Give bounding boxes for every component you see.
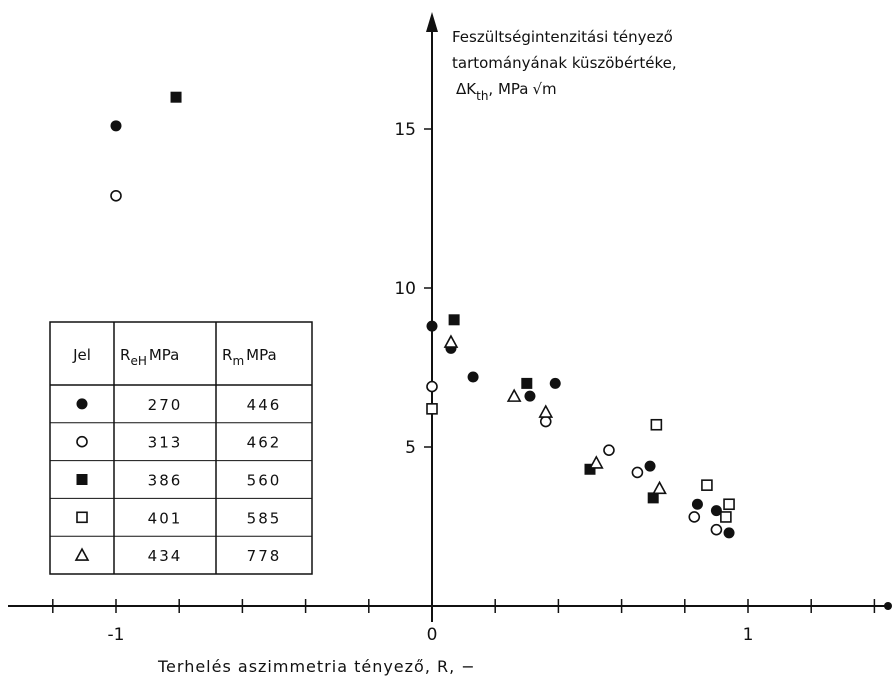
point-filled-circle	[723, 527, 735, 539]
legend-header-reh: ReH MPa	[120, 346, 179, 368]
point-filled-square	[647, 492, 659, 504]
legend-table: Jel ReH MPa Rm MPa 270 446 313 462 386 560 401 58…	[49, 321, 313, 575]
y-title-line-2: tartományának küszöbértéke,	[452, 54, 677, 72]
x-tick-label: 1	[743, 625, 754, 645]
legend-reh-value: 386	[148, 472, 183, 490]
point-open-circle	[688, 511, 701, 523]
series-filled-square	[170, 91, 659, 504]
legend-rm-value: 560	[247, 472, 282, 490]
point-open-circle	[603, 444, 615, 456]
legend-rm-value: 585	[247, 509, 282, 527]
point-open-triangle	[652, 480, 667, 495]
point-filled-circle	[467, 371, 479, 383]
point-filled-circle	[524, 390, 536, 402]
legend-header-rm: Rm MPa	[222, 346, 277, 368]
point-open-circle	[110, 189, 122, 202]
y-ticks: 5 10 15	[394, 120, 432, 458]
series-filled-circle	[110, 120, 735, 539]
point-filled-circle	[110, 120, 122, 132]
point-open-triangle	[588, 455, 604, 469]
x-axis-label: Terhelés aszimmetria tényező, R, −	[157, 657, 476, 676]
legend-header-jel: Jel	[72, 346, 91, 364]
legend-marker-filled-square	[76, 474, 88, 485]
legend-rm-value: 462	[247, 434, 282, 452]
point-filled-square	[521, 377, 533, 389]
y-title-root: √m	[532, 80, 556, 98]
y-title-line-1: Feszültségintenzitási tényező	[452, 28, 673, 46]
point-filled-square	[170, 91, 182, 103]
y-tick-label: 5	[405, 438, 416, 458]
legend-rows: 270 446 313 462 386 560 401 585 434 778	[50, 396, 312, 565]
point-open-square	[701, 479, 713, 491]
series-open-circle	[110, 189, 723, 536]
y-tick-label: 15	[394, 120, 416, 140]
point-open-circle	[631, 466, 644, 479]
legend-reh-value: 270	[148, 396, 183, 414]
point-filled-circle	[691, 498, 703, 510]
y-title-unit: , MPa	[488, 80, 528, 98]
legend-reh-value: 313	[148, 434, 183, 452]
point-open-triangle	[506, 388, 522, 402]
point-open-circle	[539, 415, 552, 428]
point-open-triangle	[538, 404, 554, 418]
series-open-triangle	[443, 334, 667, 495]
legend-rm-value: 446	[247, 396, 282, 414]
point-filled-circle	[710, 505, 722, 517]
y-axis-arrow	[426, 12, 438, 32]
legend-marker-open-triangle	[74, 547, 90, 561]
legend-reh-value: 401	[148, 509, 183, 527]
point-open-square	[650, 418, 663, 431]
y-title-subscript: th	[476, 89, 488, 103]
point-filled-circle	[644, 460, 656, 472]
y-tick-label: 10	[394, 279, 416, 299]
series-open-square	[426, 403, 735, 523]
x-tick-label: 0	[427, 625, 438, 645]
legend-marker-open-circle	[76, 435, 88, 448]
legend-marker-open-square	[76, 511, 88, 524]
x-ticks: -1 0 1	[52, 599, 876, 645]
y-title-symbol: ΔK	[456, 80, 477, 98]
point-filled-circle	[426, 320, 438, 332]
data-points	[110, 91, 735, 539]
point-open-square	[426, 403, 438, 415]
x-tick-label: -1	[108, 625, 125, 645]
legend-marker-filled-circle	[76, 398, 88, 410]
legend-rm-value: 778	[247, 547, 282, 565]
point-open-square	[723, 498, 735, 511]
point-filled-square	[448, 314, 460, 326]
point-open-triangle	[443, 334, 459, 348]
point-open-circle	[710, 523, 723, 536]
legend-reh-value: 434	[148, 547, 183, 565]
y-title-line-3: ΔKth, MPa √m	[456, 80, 557, 103]
x-axis-end-dot	[884, 602, 892, 610]
point-filled-square	[584, 463, 596, 475]
point-open-circle	[426, 380, 438, 393]
point-filled-circle	[549, 377, 561, 389]
point-open-square	[720, 511, 732, 523]
